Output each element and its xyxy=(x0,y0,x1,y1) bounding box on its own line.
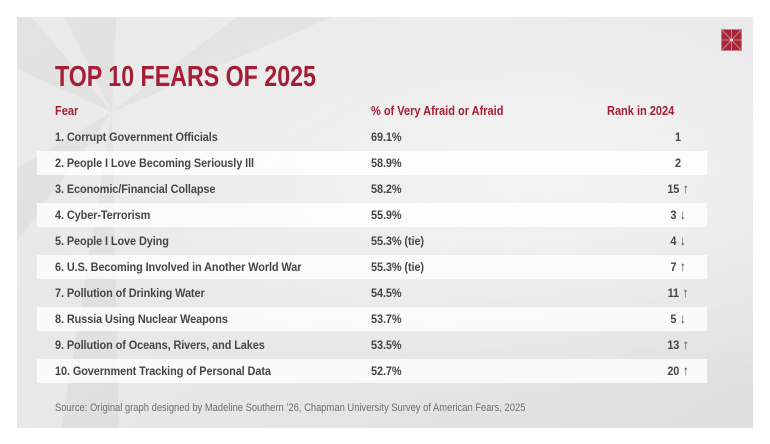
percent-cell: 55.3% (tie) xyxy=(371,234,424,248)
rank-cell: 13 ↑ xyxy=(667,337,689,352)
percent-cell: 53.7% xyxy=(371,312,402,326)
content-panel: TOP 10 FEARS OF 2025 Fear % of Very Afra… xyxy=(17,17,753,428)
table-row: 8. Russia Using Nuclear Weapons 53.7% 5 ↓ xyxy=(37,306,707,332)
fear-cell: 8. Russia Using Nuclear Weapons xyxy=(55,312,228,326)
page-title: TOP 10 FEARS OF 2025 xyxy=(55,61,316,93)
fear-cell: 5. People I Love Dying xyxy=(55,234,169,248)
percent-cell: 58.2% xyxy=(371,182,402,196)
column-header-rank: Rank in 2024 xyxy=(607,104,675,118)
fear-cell: 10. Government Tracking of Personal Data xyxy=(55,364,271,378)
fears-table: 1. Corrupt Government Officials 69.1% 1 2. … xyxy=(37,124,707,384)
up-arrow-icon: ↑ xyxy=(682,285,689,300)
fear-cell: 1. Corrupt Government Officials xyxy=(55,130,218,144)
rank-cell: 7 ↑ xyxy=(670,259,686,274)
source-citation: Source: Original graph designed by Madel… xyxy=(55,402,526,414)
percent-cell: 69.1% xyxy=(371,130,402,144)
rank-cell: 2 xyxy=(675,156,681,170)
table-row: 6. U.S. Becoming Involved in Another Wor… xyxy=(37,254,707,280)
up-arrow-icon: ↑ xyxy=(682,337,689,352)
table-row: 2. People I Love Becoming Seriously Ill 5… xyxy=(37,150,707,176)
rank-cell: 20 ↑ xyxy=(667,363,689,378)
rank-cell: 1 xyxy=(675,130,681,144)
fear-cell: 9. Pollution of Oceans, Rivers, and Lake… xyxy=(55,338,265,352)
column-header-percent: % of Very Afraid or Afraid xyxy=(371,104,504,118)
rank-cell: 15 ↑ xyxy=(667,181,689,196)
chapman-window-logo-icon xyxy=(721,29,742,51)
table-row: 1. Corrupt Government Officials 69.1% 1 xyxy=(37,124,707,150)
percent-cell: 55.9% xyxy=(371,208,402,222)
table-row: 10. Government Tracking of Personal Data… xyxy=(37,358,707,384)
percent-cell: 53.5% xyxy=(371,338,402,352)
fear-cell: 7. Pollution of Drinking Water xyxy=(55,286,205,300)
up-arrow-icon: ↑ xyxy=(682,181,689,196)
down-arrow-icon: ↓ xyxy=(679,311,686,326)
fear-cell: 2. People I Love Becoming Seriously Ill xyxy=(55,156,254,170)
fear-cell: 6. U.S. Becoming Involved in Another Wor… xyxy=(55,260,302,274)
up-arrow-icon: ↑ xyxy=(682,363,689,378)
table-row: 4. Cyber-Terrorism 55.9% 3 ↓ xyxy=(37,202,707,228)
table-row: 7. Pollution of Drinking Water 54.5% 11 ↑ xyxy=(37,280,707,306)
rank-cell: 11 ↑ xyxy=(667,285,689,300)
down-arrow-icon: ↓ xyxy=(679,233,686,248)
rank-cell: 5 ↓ xyxy=(670,311,686,326)
down-arrow-icon: ↓ xyxy=(679,207,686,222)
rank-cell: 4 ↓ xyxy=(670,233,686,248)
fear-cell: 3. Economic/Financial Collapse xyxy=(55,182,216,196)
up-arrow-icon: ↑ xyxy=(679,259,686,274)
percent-cell: 58.9% xyxy=(371,156,402,170)
table-row: 5. People I Love Dying 55.3% (tie) 4 ↓ xyxy=(37,228,707,254)
column-header-fear: Fear xyxy=(55,104,79,118)
rank-cell: 3 ↓ xyxy=(670,207,686,222)
table-row: 3. Economic/Financial Collapse 58.2% 15 ↑ xyxy=(37,176,707,202)
percent-cell: 54.5% xyxy=(371,286,402,300)
percent-cell: 52.7% xyxy=(371,364,402,378)
fear-cell: 4. Cyber-Terrorism xyxy=(55,208,151,222)
percent-cell: 55.3% (tie) xyxy=(371,260,424,274)
table-row: 9. Pollution of Oceans, Rivers, and Lake… xyxy=(37,332,707,358)
